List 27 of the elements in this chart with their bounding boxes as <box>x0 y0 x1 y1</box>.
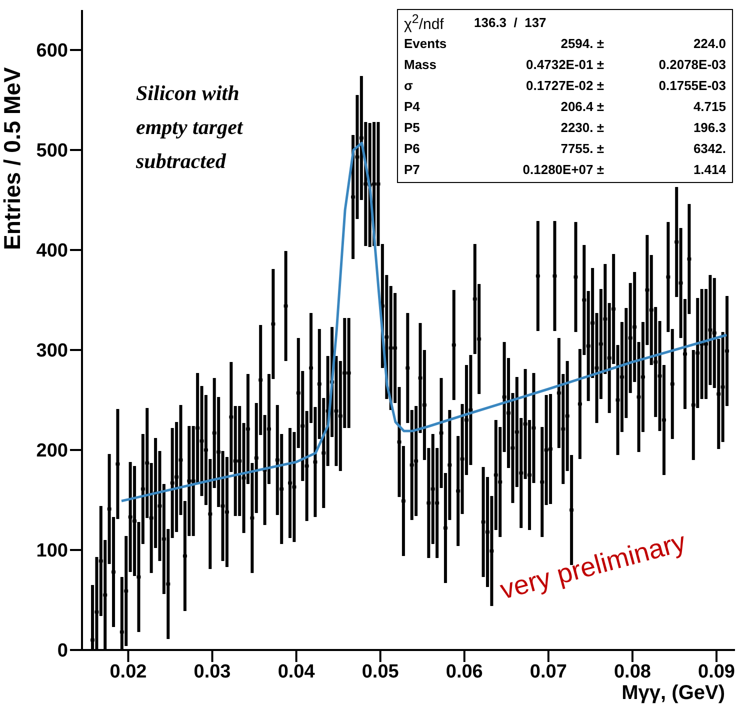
x-tick-label: 0.06 <box>446 661 483 682</box>
y-tick-label: 300 <box>36 340 68 362</box>
x-tick-label: 0.05 <box>362 661 400 682</box>
x-axis-title: Mγγ, (GeV) <box>622 682 725 704</box>
text: Mass 0.4732E-01 ± 0.2078E-03 <box>404 57 726 72</box>
text: P4 206.4 ± 4.715 <box>404 99 726 114</box>
text: P6 7755. ± 6342. <box>404 141 726 156</box>
y-tick-label: 400 <box>36 240 68 262</box>
x-tick-label: 0.03 <box>194 661 231 682</box>
text: χ$^{2}$/ndf 136.3 / 137 <box>404 12 546 33</box>
text: P5 2230. ± 196.3 <box>404 120 726 135</box>
y-tick-label: 500 <box>36 140 68 162</box>
y-tick-label: 100 <box>36 540 68 562</box>
x-tick-label: 0.08 <box>614 661 651 682</box>
y-axis-title: Entries / 0.5 MeV <box>0 66 26 250</box>
line-series <box>120 142 728 502</box>
annotation: Silicon with empty target subtracted <box>136 80 244 175</box>
y-tick-label: 200 <box>36 440 68 462</box>
x-tick-label: 0.09 <box>698 661 736 682</box>
y-tick-label: 600 <box>36 40 68 62</box>
x-tick-label: 0.02 <box>110 661 147 682</box>
text: σ 0.1727E-02 ± 0.1755E-03 <box>404 78 726 93</box>
x-tick-label: 0.07 <box>530 661 567 682</box>
y-tick-label: 0 <box>57 640 68 662</box>
text: Events 2594. ± 224.0 <box>404 36 726 51</box>
text: P7 0.1280E+07 ± 1.414 <box>404 162 726 177</box>
x-tick-label: 0.04 <box>278 661 316 682</box>
